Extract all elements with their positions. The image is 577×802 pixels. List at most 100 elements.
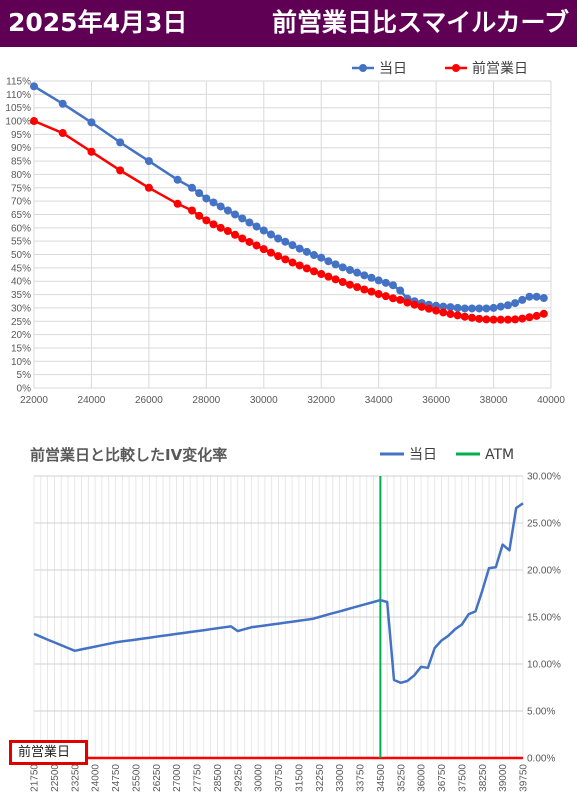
- chart1-y-tick-label: 105%: [5, 103, 31, 114]
- chart2-y-tick-label: 30.00%: [527, 472, 561, 483]
- chart1-data-point: [173, 199, 182, 208]
- chart1-y-tick-label: 85%: [11, 157, 31, 168]
- header-date: 2025年4月3日: [8, 8, 188, 37]
- chart2-y-tick-label: 20.00%: [527, 566, 561, 577]
- chart1-data-point: [367, 287, 376, 296]
- chart1-data-point: [238, 214, 247, 223]
- chart1-data-point: [345, 280, 354, 289]
- chart1-data-point: [353, 283, 362, 292]
- chart1-data-point: [460, 304, 469, 313]
- chart1-data-point: [295, 244, 304, 253]
- chart1-series: [30, 82, 548, 324]
- chart1-legend-label: 当日: [379, 61, 407, 77]
- chart1-data-point: [245, 218, 254, 227]
- chart1-data-point: [195, 211, 204, 220]
- chart1-data-point: [259, 226, 268, 235]
- chart1-data-point: [295, 261, 304, 270]
- chart1-x-tick-label: 34000: [365, 395, 393, 406]
- chart2-x-tick-label: 39750: [519, 764, 530, 792]
- chart1-x-tick-label: 30000: [250, 395, 278, 406]
- chart1-x-tick-label: 32000: [307, 395, 335, 406]
- chart1-data-point: [209, 198, 218, 207]
- chart1-data-point: [252, 241, 261, 250]
- chart2-x-tick-label: 33750: [356, 764, 367, 792]
- chart2-x-tick-label: 36000: [417, 764, 428, 792]
- chart2-x-tick-label: 33000: [335, 764, 346, 792]
- chart1-data-point: [58, 129, 67, 138]
- chart1-data-point: [460, 312, 469, 321]
- chart1-data-point: [245, 237, 254, 246]
- chart2-x-tick-label: 36750: [437, 764, 448, 792]
- chart1-y-tick-label: 70%: [11, 197, 31, 208]
- chart1-data-point: [353, 268, 362, 277]
- chart1-data-point: [58, 99, 67, 108]
- chart1-data-point: [231, 230, 240, 239]
- chart1-data-point: [116, 166, 125, 175]
- chart1-data-point: [274, 252, 283, 261]
- chart1-data-point: [439, 302, 448, 311]
- chart1-data-point: [503, 301, 512, 310]
- chart1-data-point: [195, 189, 204, 198]
- chart1-data-point: [317, 253, 326, 262]
- chart1-data-point: [396, 295, 405, 304]
- chart1-data-point: [389, 294, 398, 303]
- chart1-data-point: [216, 202, 225, 211]
- chart1-y-tick-label: 60%: [11, 223, 31, 234]
- chart1-x-tick-label: 26000: [135, 395, 163, 406]
- chart1-data-point: [223, 227, 232, 236]
- chart2-y-tick-label: 0.00%: [527, 754, 555, 765]
- chart2-title: 前営業日と比較したIV変化率: [30, 446, 227, 464]
- chart1-data-point: [144, 157, 153, 166]
- chart1-data-point: [144, 183, 153, 192]
- chart1-y-tick-label: 50%: [11, 250, 31, 261]
- chart2-x-tick-label: 24000: [91, 764, 102, 792]
- chart1-data-point: [87, 147, 96, 156]
- chart1-data-point: [266, 230, 275, 239]
- chart2-series: [33, 476, 524, 760]
- chart1-data-point: [468, 304, 477, 313]
- chart2-y-tick-label: 5.00%: [527, 707, 555, 718]
- chart1-data-point: [324, 272, 333, 281]
- chart1-x-tick-label: 40000: [537, 395, 565, 406]
- chart1-legend-marker: [452, 64, 460, 72]
- chart1-data-point: [187, 206, 196, 215]
- chart2-legend: 当日 ATM: [380, 447, 514, 463]
- chart1-x-tick-label: 24000: [78, 395, 106, 406]
- chart1-data-point: [453, 311, 462, 320]
- chart1-data-point: [310, 267, 319, 276]
- chart1-data-point: [209, 220, 218, 229]
- chart1-data-point: [30, 82, 38, 91]
- chart1-data-point: [317, 270, 326, 279]
- chart1-data-point: [439, 308, 448, 317]
- chart1-y-tick-label: 40%: [11, 277, 31, 288]
- chart2-x-tick-label: 28500: [213, 764, 224, 792]
- chart2-legend-label: ATM: [485, 447, 514, 463]
- chart1-data-point: [446, 303, 455, 312]
- chart2-x-tick-label: 34500: [376, 764, 387, 792]
- chart1-data-point: [539, 294, 548, 303]
- chart2-y-ticks: 0.00% 5.00% 10.00% 15.00% 20.00% 25.00% 30.00%: [527, 472, 561, 765]
- chart1-series-line: [33, 85, 545, 310]
- chart1-data-point: [367, 273, 376, 282]
- chart1-data-point: [453, 303, 462, 312]
- chart1-y-tick-label: 25%: [11, 317, 31, 328]
- chart2-x-tick-label: 23250: [70, 764, 81, 792]
- chart1-data-point: [266, 248, 275, 257]
- chart2-x-tick-label: 27000: [172, 764, 183, 792]
- chart1-y-tick-label: 20%: [11, 330, 31, 341]
- chart2-y-tick-label: 15.00%: [527, 613, 561, 624]
- chart1-legend-marker: [359, 64, 367, 72]
- chart1-data-point: [511, 299, 520, 308]
- chart1-data-point: [259, 245, 268, 254]
- chart1-data-point: [403, 298, 412, 307]
- chart1-x-tick-label: 22000: [20, 395, 48, 406]
- chart2-x-tick-label: 39000: [498, 764, 509, 792]
- chart1-data-point: [446, 310, 455, 319]
- chart1-y-tick-label: 15%: [11, 343, 31, 354]
- chart1-data-point: [468, 313, 477, 322]
- chart2-x-ticks: 21750 22500 23250 24000 24750 25500 26250 27000…: [30, 764, 530, 792]
- chart1-data-point: [374, 276, 383, 285]
- chart1-data-point: [539, 309, 548, 318]
- chart1-data-point: [187, 183, 196, 192]
- chart1-data-point: [374, 290, 383, 299]
